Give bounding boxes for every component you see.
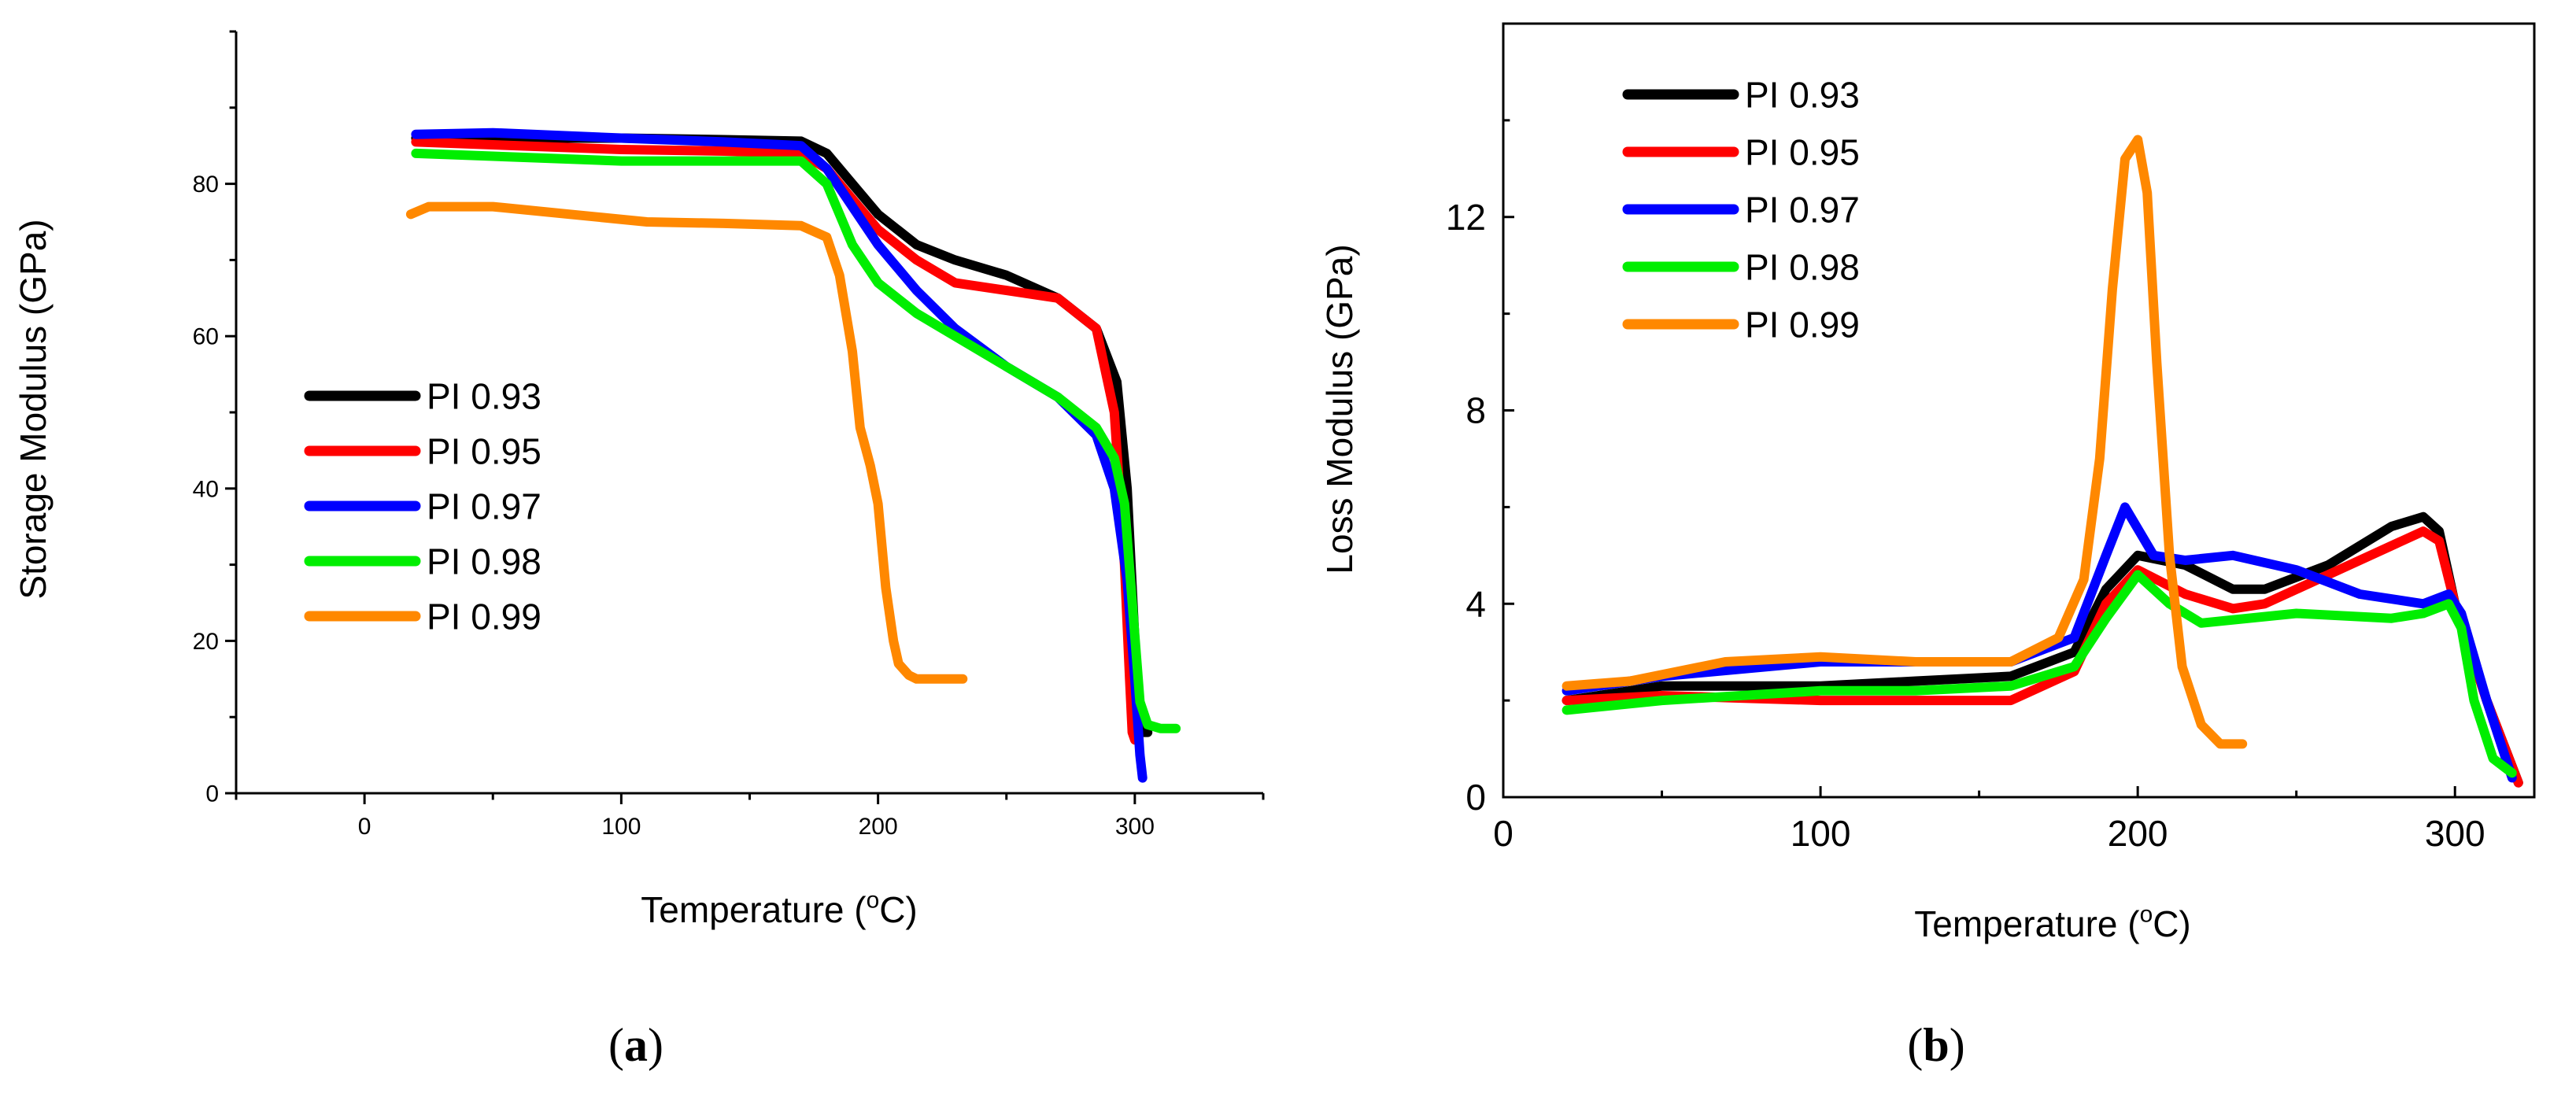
y-tick-label: 12 — [1446, 197, 1486, 238]
series-line-pi-0-95 — [1561, 526, 2523, 788]
series-line-pi-0-95 — [411, 137, 1143, 745]
legend-label-pi-0-98: PI 0.98 — [1745, 247, 1860, 288]
legend-label-pi-0-97: PI 0.97 — [1745, 190, 1860, 231]
legend-label-pi-0-93: PI 0.93 — [1745, 75, 1860, 116]
legend-label-pi-0-95: PI 0.95 — [1745, 132, 1860, 173]
legend-label-pi-0-99: PI 0.99 — [1745, 305, 1860, 345]
storage-modulus-chart: 0 100 200 300 0 20 40 60 80 PI 0.93 PI 0.95 PI 0.97… — [13, 30, 1265, 1071]
series-line-pi-0-98 — [411, 148, 1181, 733]
x-tick-label: 200 — [2108, 813, 2168, 854]
y-tick-label: 0 — [205, 781, 219, 807]
y-tick-label: 40 — [193, 476, 219, 502]
legend: PI 0.93 PI 0.95 PI 0.97 PI 0.98 PI 0.99 — [304, 376, 541, 637]
y-tick-label: 4 — [1465, 583, 1486, 624]
panel-label: (a) — [608, 1019, 663, 1071]
legend: PI 0.93 PI 0.95 PI 0.97 PI 0.98 PI 0.99 — [1622, 75, 1860, 345]
panel-label: (b) — [1907, 1019, 1964, 1071]
y-axis-title: Loss Modulus (GPa) — [1319, 244, 1360, 574]
legend-label-pi-0-95: PI 0.95 — [427, 431, 541, 472]
legend-label-pi-0-97: PI 0.97 — [427, 486, 541, 527]
legend-label-pi-0-99: PI 0.99 — [427, 596, 541, 637]
y-tick-label: 80 — [193, 172, 219, 198]
series-line-pi-0-98 — [1561, 570, 2517, 778]
x-tick-label: 200 — [859, 814, 898, 840]
x-tick-label: 0 — [1493, 813, 1513, 854]
series-line-pi-0-99 — [1561, 135, 2248, 749]
x-tick-label: 100 — [601, 814, 641, 840]
y-tick-label: 60 — [193, 324, 219, 350]
x-tick-label: 300 — [2425, 813, 2485, 854]
y-axis-title: Storage Modulus (GPa) — [13, 219, 54, 599]
series-line-pi-0-99 — [405, 201, 968, 684]
y-tick-label: 0 — [1465, 777, 1486, 818]
y-tick-label: 8 — [1465, 390, 1486, 431]
y-tick-label: 20 — [193, 629, 219, 655]
legend-label-pi-0-93: PI 0.93 — [427, 376, 541, 417]
x-tick-label: 300 — [1115, 814, 1155, 840]
legend-label-pi-0-98: PI 0.98 — [427, 541, 541, 582]
x-tick-label: 100 — [1791, 813, 1851, 854]
x-tick-label: 0 — [358, 814, 371, 840]
